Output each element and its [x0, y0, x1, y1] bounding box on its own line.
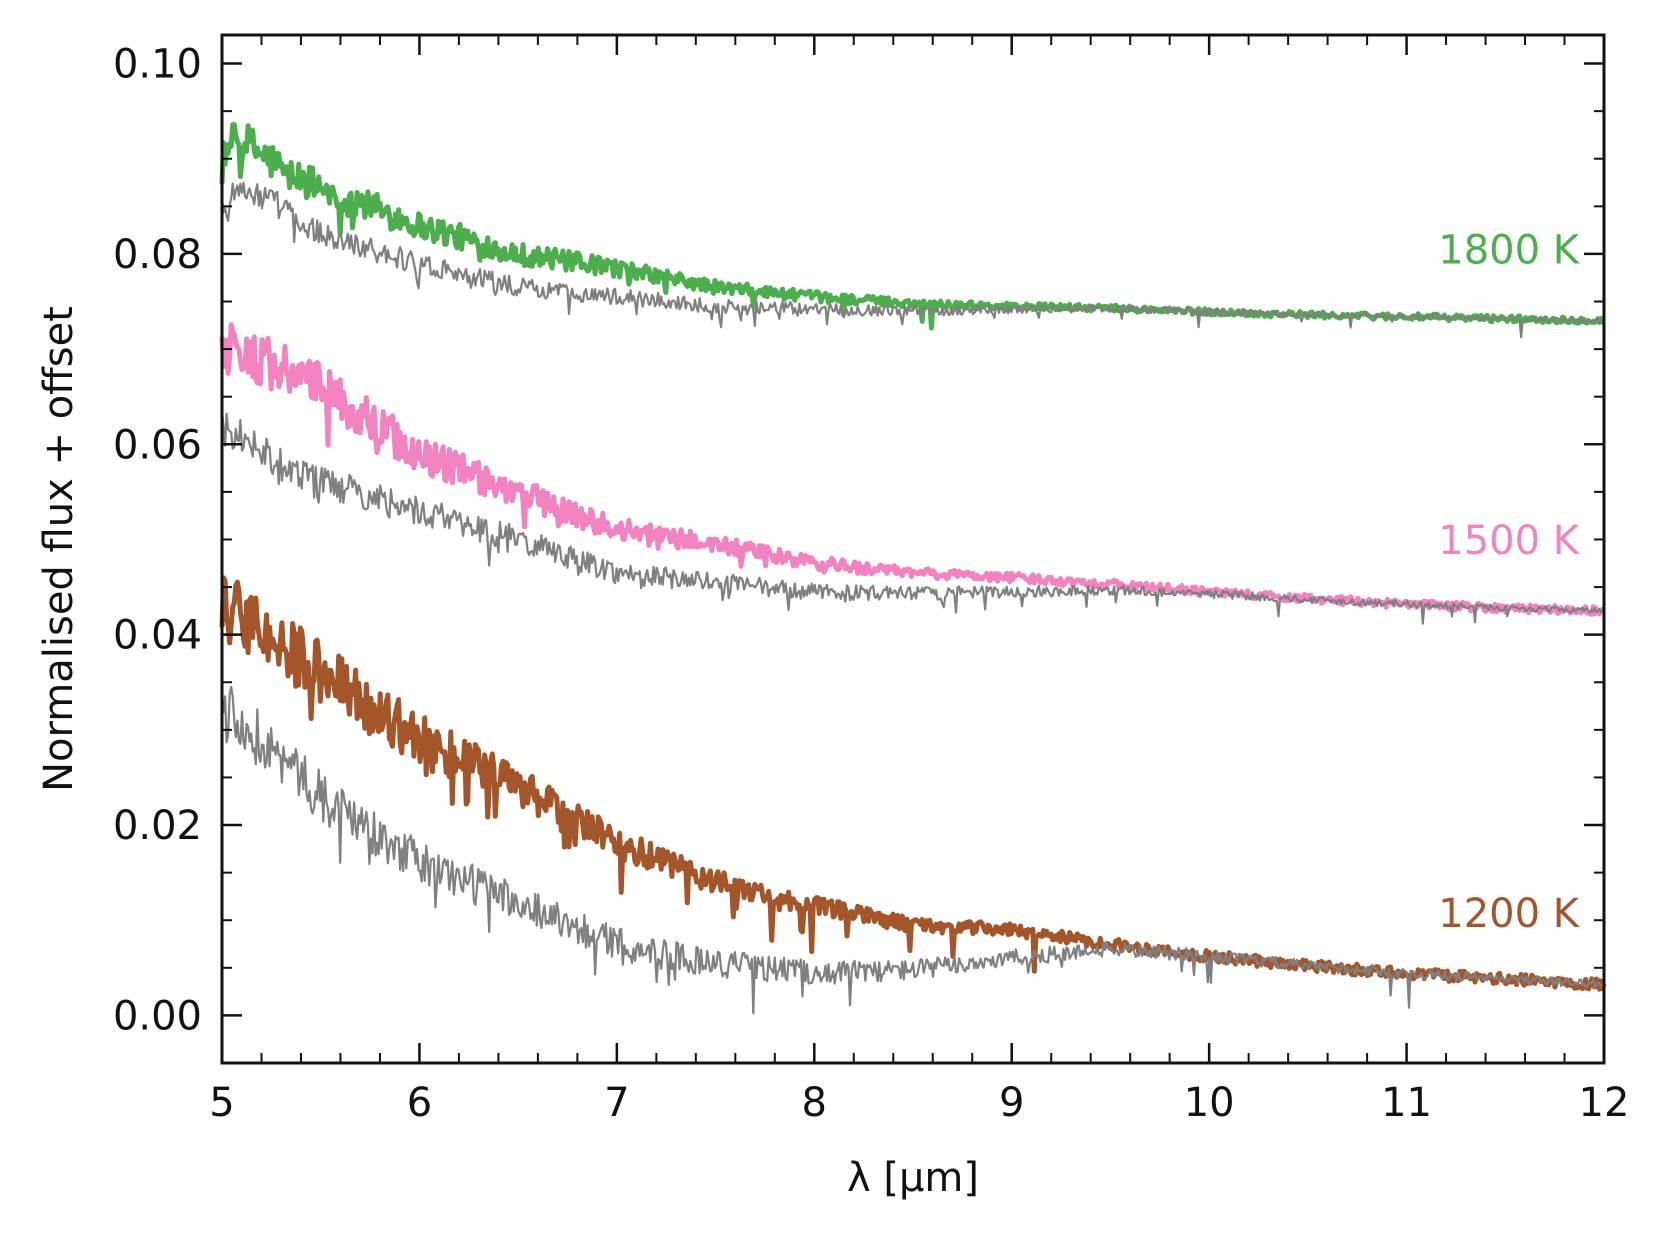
series-line-1800k-model [219, 121, 1605, 331]
series-line-1200k-observed [220, 685, 1606, 1015]
label-layer: 1800 K 1500 K 1200 K [1438, 228, 1581, 937]
series-label-1200k: 1200 K [1438, 891, 1581, 937]
x-tick-label: 6 [407, 1080, 432, 1126]
tick-layer: 5 6 7 8 9 10 11 12 0.00 0.02 0.04 0.06 0.08 0.10 [113, 35, 1630, 1126]
x-tick-label: 5 [209, 1080, 234, 1126]
x-tick-label: 12 [1579, 1080, 1630, 1126]
x-axis-title: λ [μm] [847, 1155, 979, 1201]
x-tick-label: 11 [1381, 1080, 1432, 1126]
series-line-1200k-model [219, 575, 1607, 992]
x-tick-label: 7 [604, 1080, 629, 1126]
x-tick-label: 8 [802, 1080, 827, 1126]
series-layer [219, 121, 1607, 1015]
series-line-1500k-observed [220, 409, 1605, 625]
y-axis-title: Normalised flux + offset [36, 306, 82, 792]
y-tick-label: 0.06 [113, 422, 202, 468]
y-tick-label: 0.02 [113, 803, 202, 849]
series-label-1800k: 1800 K [1438, 228, 1581, 274]
x-tick-label: 9 [999, 1080, 1024, 1126]
y-tick-label: 0.00 [113, 993, 202, 1039]
series-line-1500k-model [219, 322, 1606, 617]
plot-frame [220, 33, 1606, 1065]
series-label-1500k: 1500 K [1438, 518, 1581, 564]
y-tick-label: 0.10 [113, 42, 202, 88]
y-tick-label: 0.04 [113, 613, 202, 659]
x-tick-label: 10 [1184, 1080, 1235, 1126]
series-line-1800k-observed [220, 181, 1606, 339]
y-tick-label: 0.08 [113, 232, 202, 278]
